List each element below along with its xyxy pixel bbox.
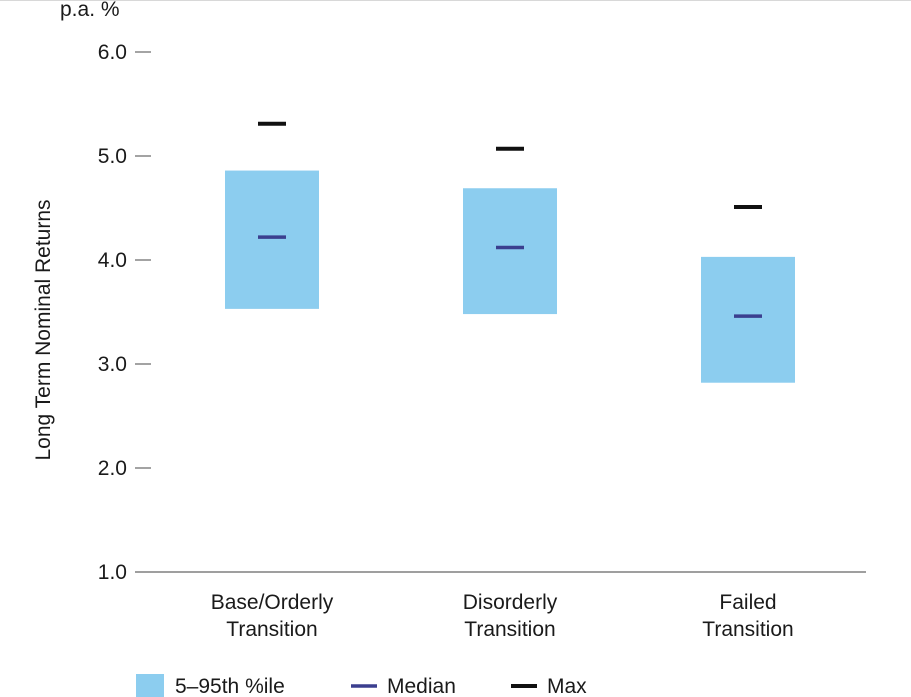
range-bar xyxy=(225,170,319,309)
x-category-label: Transition xyxy=(226,618,317,641)
y-tick-label: 2.0 xyxy=(98,457,127,480)
range-bar xyxy=(701,256,795,383)
x-category-label: Disorderly xyxy=(463,591,558,614)
legend-label-max: Max xyxy=(547,675,587,697)
range-bar xyxy=(463,188,557,315)
x-category-label: Base/Orderly xyxy=(211,591,334,614)
x-category-label: Transition xyxy=(464,618,555,641)
legend-swatch-range xyxy=(136,674,164,697)
y-axis-title: Long Term Nominal Returns xyxy=(32,199,55,460)
y-tick-label: 1.0 xyxy=(98,561,127,584)
top-border xyxy=(0,0,911,1)
y-tick-label: 4.0 xyxy=(98,249,127,272)
x-category-label: Failed xyxy=(719,591,776,614)
y-tick-label: 6.0 xyxy=(98,41,127,64)
y-tick-label: 5.0 xyxy=(98,145,127,168)
legend-label-median: Median xyxy=(387,675,456,697)
legend-label-range: 5–95th %ile xyxy=(175,675,285,697)
y-tick-label: 3.0 xyxy=(98,353,127,376)
y-unit-label: p.a. % xyxy=(60,0,120,21)
x-category-label: Transition xyxy=(702,618,793,641)
